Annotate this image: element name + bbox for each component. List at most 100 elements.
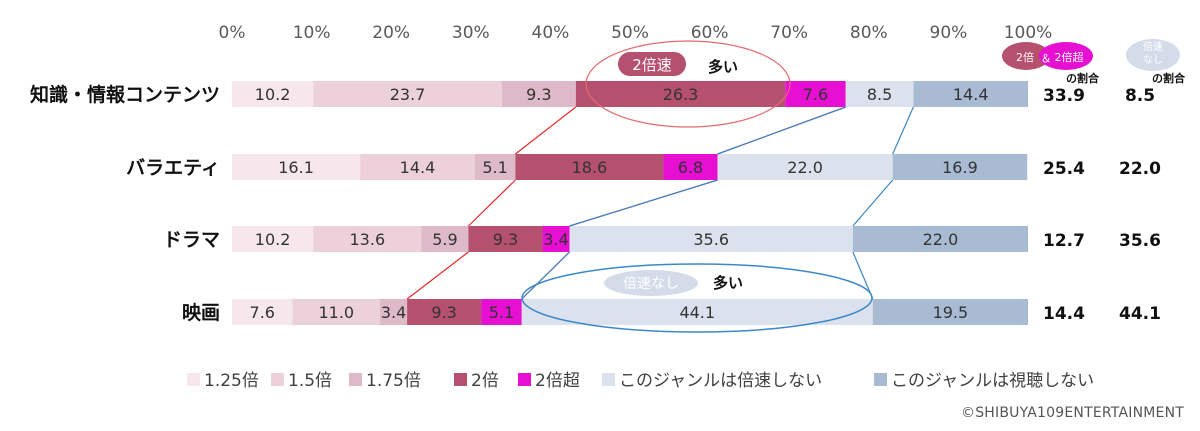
- bar-segment: [232, 154, 361, 180]
- data-label: 7.6: [803, 85, 828, 104]
- connector-line-blue: [852, 179, 894, 227]
- data-label: 18.6: [572, 158, 608, 177]
- col2-badge: [1126, 39, 1180, 71]
- col2-value: 22.0: [1119, 159, 1161, 179]
- col1-badge-left-text: 2倍: [1016, 50, 1034, 64]
- connector-line-red: [467, 179, 516, 227]
- col2-badge-line2: なし: [1143, 54, 1163, 66]
- legend-swatch: [271, 373, 284, 386]
- data-label: 13.6: [350, 230, 386, 249]
- bar-segment: [575, 81, 786, 107]
- bar-segment: [569, 226, 853, 252]
- category-label: バラエティ: [126, 157, 220, 179]
- legend-swatch: [454, 373, 467, 386]
- data-label: 16.1: [278, 158, 314, 177]
- x-tick-label: 100%: [1004, 23, 1053, 43]
- bar-segment: [852, 226, 1028, 252]
- bar-segment: [717, 154, 893, 180]
- copyright: ©SHIBUYA109ENTERTAINMENT: [961, 405, 1184, 421]
- data-label: 5.1: [489, 303, 514, 322]
- col2-badge-line1: 倍速: [1143, 40, 1163, 53]
- data-label: 22.0: [923, 230, 959, 249]
- data-label: 10.2: [255, 85, 291, 104]
- data-label: 11.0: [318, 303, 354, 322]
- col2-value: 8.5: [1125, 86, 1155, 106]
- legend-label: 2倍: [471, 371, 499, 391]
- connector-line-blue: [521, 251, 570, 300]
- data-label: 9.3: [431, 303, 456, 322]
- x-tick-label: 70%: [770, 23, 808, 43]
- col1-value: 14.4: [1043, 304, 1085, 324]
- bar-segment: [542, 226, 570, 252]
- bar-segment: [663, 154, 718, 180]
- bar-segment: [872, 299, 1028, 325]
- data-label: 22.0: [787, 158, 823, 177]
- bar-segment: [232, 226, 314, 252]
- col1-value: 33.9: [1043, 86, 1085, 106]
- col1-badge-right: [1039, 42, 1093, 70]
- bar-segment: [313, 226, 422, 252]
- data-label: 26.3: [663, 85, 699, 104]
- col1-caption: の割合: [1066, 71, 1100, 85]
- data-label: 14.4: [400, 158, 436, 177]
- legend-label: このジャンルは倍速しない: [619, 371, 822, 391]
- connector-line-blue: [569, 179, 718, 227]
- bar-segment: [785, 81, 846, 107]
- data-label: 5.9: [432, 230, 457, 249]
- legend-label: 2倍超: [535, 371, 580, 391]
- highlight-ellipse-top: [585, 40, 791, 128]
- col2-value: 44.1: [1119, 304, 1161, 324]
- x-tick-label: 50%: [611, 23, 649, 43]
- col2-value: 35.6: [1119, 231, 1161, 251]
- bar-segment: [380, 299, 408, 325]
- col1-value: 12.7: [1043, 231, 1085, 251]
- data-label: 6.8: [678, 158, 703, 177]
- bar-segment: [481, 299, 522, 325]
- connector-line-blue: [892, 106, 914, 155]
- data-label: 3.4: [543, 230, 568, 249]
- connector-line-red: [515, 106, 577, 155]
- connector-line-red: [406, 251, 469, 300]
- col1-badge-right-text: 2倍超: [1055, 50, 1084, 64]
- x-tick-label: 60%: [691, 23, 729, 43]
- data-label: 3.4: [381, 303, 406, 322]
- x-tick-label: 90%: [930, 23, 968, 43]
- bar-segment: [292, 299, 381, 325]
- col2-caption: の割合: [1152, 71, 1186, 85]
- annotation-top-text: 多い: [708, 58, 738, 76]
- data-label: 35.6: [693, 230, 729, 249]
- legend-swatch: [187, 373, 200, 386]
- legend-label: 1.75倍: [366, 371, 421, 391]
- bar-segment: [232, 81, 314, 107]
- x-tick-label: 80%: [850, 23, 888, 43]
- legend-swatch: [349, 373, 362, 386]
- data-label: 9.3: [526, 85, 551, 104]
- bar-segment: [232, 299, 293, 325]
- category-label: 映画: [182, 302, 220, 324]
- x-tick-label: 30%: [452, 23, 490, 43]
- bar-segment: [845, 81, 914, 107]
- col1-value: 25.4: [1043, 159, 1085, 179]
- annotation-badge-bottom: [604, 270, 698, 296]
- bar-segment: [421, 226, 469, 252]
- data-label: 16.9: [942, 158, 978, 177]
- data-label: 10.2: [255, 230, 291, 249]
- annotation-badge-top: [618, 52, 686, 76]
- bar-segment: [313, 81, 502, 107]
- bar-segment: [501, 81, 576, 107]
- highlight-ellipse-bottom: [521, 263, 873, 333]
- connector-line-blue: [717, 106, 846, 155]
- data-label: 9.3: [493, 230, 518, 249]
- annotation-bottom-text: 多い: [713, 274, 743, 292]
- bar-segment: [360, 154, 475, 180]
- bar-segment: [407, 299, 482, 325]
- legend-label: このジャンルは視聴しない: [891, 371, 1094, 391]
- data-label: 14.4: [953, 85, 989, 104]
- bar-segment: [515, 154, 664, 180]
- legend-label: 1.5倍: [288, 371, 332, 391]
- bar-segment: [913, 81, 1028, 107]
- legend-swatch: [518, 373, 531, 386]
- data-label: 5.1: [482, 158, 507, 177]
- category-label: 知識・情報コンテンツ: [30, 83, 220, 106]
- x-tick-label: 10%: [293, 23, 331, 43]
